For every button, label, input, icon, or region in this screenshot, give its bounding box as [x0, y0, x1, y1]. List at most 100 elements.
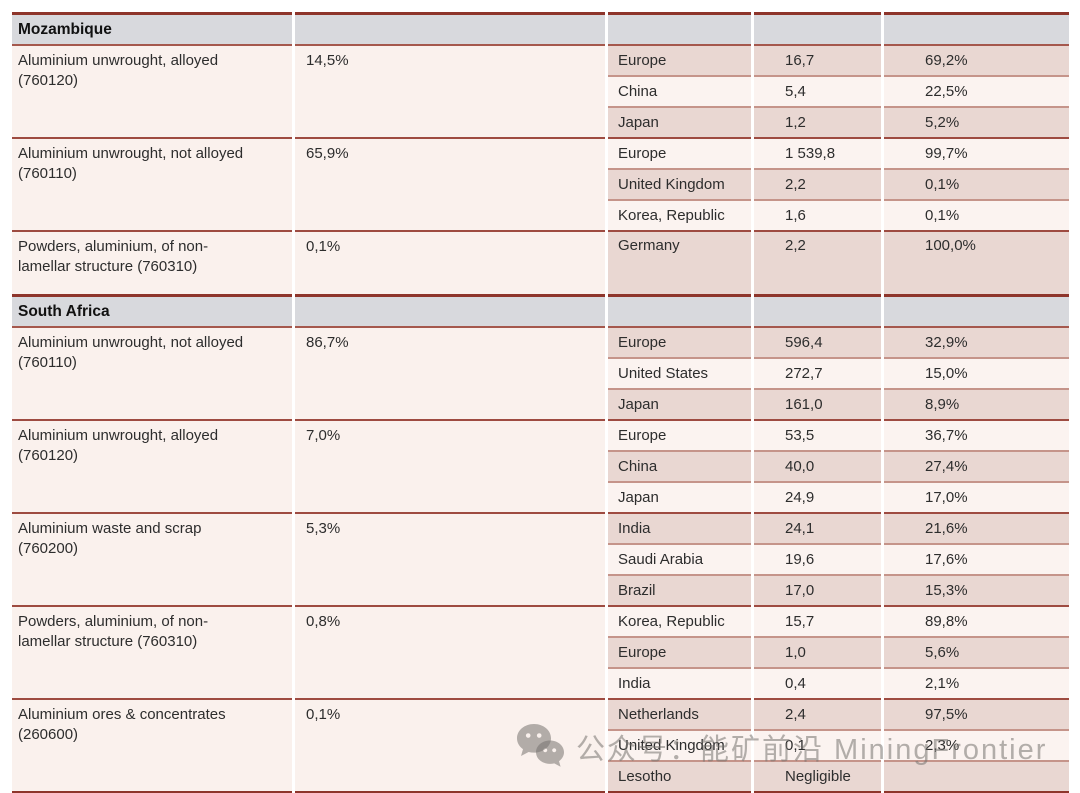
product-group: Powders, aluminium, of non-lamellar stru… [12, 607, 1069, 700]
share-cell: 0,1% [295, 232, 605, 294]
product-cell: Aluminium unwrought, alloyed (760120) [12, 421, 292, 514]
country-cell: China [608, 77, 751, 108]
country-cell: United Kingdom [608, 170, 751, 201]
pct-cell: 69,2% [884, 46, 1069, 77]
product-cell: Aluminium ores & concentrates (260600) [12, 700, 292, 793]
destination-rows: Europe 1 539,8 99,7% United Kingdom 2,2 0,1% K… [608, 139, 1069, 232]
pct-cell: 100,0% [884, 232, 1069, 294]
destination-row: United Kingdom 0,1 2,3% [608, 731, 1069, 762]
section-header-cell [608, 12, 751, 46]
destination-row: Korea, Republic 1,6 0,1% [608, 201, 1069, 232]
product-group: Aluminium unwrought, alloyed (760120) 14,… [12, 46, 1069, 139]
destination-row: China 40,0 27,4% [608, 452, 1069, 483]
country-cell: Japan [608, 483, 751, 514]
trade-table: Mozambique Aluminium unwrought, alloyed (… [12, 12, 1069, 793]
country-cell: India [608, 669, 751, 700]
country-cell: Europe [608, 139, 751, 170]
pct-cell: 21,6% [884, 514, 1069, 545]
product-group: Aluminium unwrought, not alloyed (760110… [12, 328, 1069, 421]
pct-cell: 36,7% [884, 421, 1069, 452]
value-cell: 40,0 [754, 452, 881, 483]
section-header-cell [295, 12, 605, 46]
value-cell: Negligible [754, 762, 881, 793]
country-cell: Europe [608, 328, 751, 359]
section-header-row: South Africa [12, 294, 1069, 328]
product-cell: Powders, aluminium, of non-lamellar stru… [12, 232, 292, 294]
country-cell: Europe [608, 46, 751, 77]
pct-cell: 5,6% [884, 638, 1069, 669]
value-cell: 2,2 [754, 170, 881, 201]
share-cell: 5,3% [295, 514, 605, 607]
destination-row: Netherlands 2,4 97,5% [608, 700, 1069, 731]
country-cell: India [608, 514, 751, 545]
country-cell: Saudi Arabia [608, 545, 751, 576]
pct-cell: 0,1% [884, 170, 1069, 201]
product-cell: Aluminium unwrought, alloyed (760120) [12, 46, 292, 139]
value-cell: 24,9 [754, 483, 881, 514]
value-cell: 161,0 [754, 390, 881, 421]
destination-row: Brazil 17,0 15,3% [608, 576, 1069, 607]
pct-cell: 27,4% [884, 452, 1069, 483]
section-header-cell [295, 294, 605, 328]
pct-cell: 15,3% [884, 576, 1069, 607]
share-cell: 86,7% [295, 328, 605, 421]
destination-rows: Korea, Republic 15,7 89,8% Europe 1,0 5,6% Ind… [608, 607, 1069, 700]
destination-rows: Europe 16,7 69,2% China 5,4 22,5% Japan 1,2 5,2% [608, 46, 1069, 139]
country-cell: Brazil [608, 576, 751, 607]
country-cell: Japan [608, 108, 751, 139]
destination-row: Japan 161,0 8,9% [608, 390, 1069, 421]
value-cell: 15,7 [754, 607, 881, 638]
value-cell: 1 539,8 [754, 139, 881, 170]
country-cell: Lesotho [608, 762, 751, 793]
pct-cell: 89,8% [884, 607, 1069, 638]
destination-row: Korea, Republic 15,7 89,8% [608, 607, 1069, 638]
product-group: Aluminium unwrought, not alloyed (760110… [12, 139, 1069, 232]
destination-rows: Europe 53,5 36,7% China 40,0 27,4% Japan 24,9 17… [608, 421, 1069, 514]
value-cell: 1,6 [754, 201, 881, 232]
pct-cell [884, 762, 1069, 793]
pct-cell: 22,5% [884, 77, 1069, 108]
value-cell: 53,5 [754, 421, 881, 452]
destination-rows: Europe 596,4 32,9% United States 272,7 15,0% J… [608, 328, 1069, 421]
section-header-cell [754, 294, 881, 328]
destination-row: Europe 596,4 32,9% [608, 328, 1069, 359]
country-cell: Netherlands [608, 700, 751, 731]
country-cell: Japan [608, 390, 751, 421]
destination-row: Europe 1,0 5,6% [608, 638, 1069, 669]
section-title: Mozambique [12, 12, 292, 46]
value-cell: 0,1 [754, 731, 881, 762]
value-cell: 272,7 [754, 359, 881, 390]
share-cell: 65,9% [295, 139, 605, 232]
destination-row: Japan 1,2 5,2% [608, 108, 1069, 139]
pct-cell: 32,9% [884, 328, 1069, 359]
destination-rows: Germany 2,2 100,0% [608, 232, 1069, 294]
section-header-cell [754, 12, 881, 46]
section-header-row: Mozambique [12, 12, 1069, 46]
section-header-cell [884, 12, 1069, 46]
pct-cell: 99,7% [884, 139, 1069, 170]
country-cell: Germany [608, 232, 751, 294]
pct-cell: 2,3% [884, 731, 1069, 762]
country-cell: Korea, Republic [608, 201, 751, 232]
destination-row: Europe 53,5 36,7% [608, 421, 1069, 452]
product-group: Aluminium waste and scrap (760200) 5,3% In… [12, 514, 1069, 607]
country-cell: United States [608, 359, 751, 390]
country-cell: United Kingdom [608, 731, 751, 762]
destination-row: China 5,4 22,5% [608, 77, 1069, 108]
pct-cell: 97,5% [884, 700, 1069, 731]
share-cell: 0,1% [295, 700, 605, 793]
value-cell: 596,4 [754, 328, 881, 359]
value-cell: 0,4 [754, 669, 881, 700]
value-cell: 17,0 [754, 576, 881, 607]
value-cell: 2,2 [754, 232, 881, 294]
product-cell: Aluminium waste and scrap (760200) [12, 514, 292, 607]
pct-cell: 15,0% [884, 359, 1069, 390]
pct-cell: 17,6% [884, 545, 1069, 576]
product-group: Powders, aluminium, of non-lamellar stru… [12, 232, 1069, 294]
country-cell: Korea, Republic [608, 607, 751, 638]
country-cell: Europe [608, 421, 751, 452]
destination-row: United Kingdom 2,2 0,1% [608, 170, 1069, 201]
destination-row: India 24,1 21,6% [608, 514, 1069, 545]
value-cell: 16,7 [754, 46, 881, 77]
